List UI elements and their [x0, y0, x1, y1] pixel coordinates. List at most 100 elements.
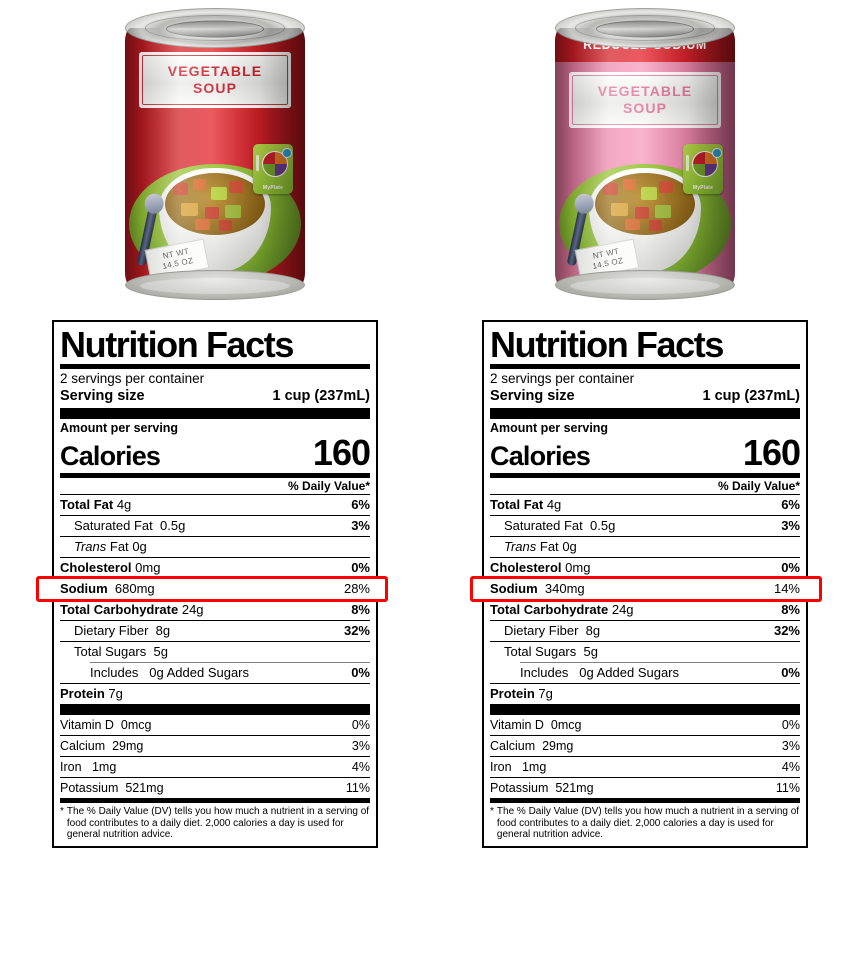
- nutrient-row: Saturated Fat 0.5g 3%: [60, 516, 370, 536]
- footnote-text: The % Daily Value (DV) tells you how muc…: [496, 806, 800, 840]
- sodium-amount: 340mg: [544, 581, 585, 596]
- calories-value: 160: [742, 432, 801, 473]
- nutrient-name: Includes: [520, 665, 569, 680]
- divider: [60, 798, 370, 803]
- divider: [520, 662, 800, 663]
- nutrient-dv: 3%: [781, 518, 800, 533]
- sodium-highlight-box: [36, 576, 388, 602]
- soup-chunk: [219, 220, 232, 231]
- nutrient-amount: 0mg: [135, 560, 161, 575]
- nutrient-dv: 6%: [781, 497, 800, 512]
- product-name-line1: VEGETABLE: [597, 83, 693, 99]
- can-lid-ring: [575, 15, 715, 41]
- vitamin-dv: 0%: [781, 717, 800, 732]
- divider: [60, 683, 370, 684]
- nutrient-row: Trans Fat 0g: [490, 537, 800, 557]
- nutrient-row: Includes 0g Added Sugars 0%: [490, 663, 800, 683]
- divider: [60, 756, 370, 757]
- calories-row: Calories 160: [60, 435, 371, 473]
- nutrient-row: Dietary Fiber 8g 32%: [60, 621, 370, 641]
- serving-size-row: Serving size 1 cup (237mL): [490, 387, 800, 408]
- sodium-dv: 28%: [343, 581, 370, 596]
- vitamin-row: Vitamin D 0mcg 0%: [60, 715, 370, 735]
- vitamin-dv: 4%: [781, 759, 800, 774]
- vitamin-row: Calcium 29mg 3%: [60, 736, 370, 756]
- soup-chunk: [603, 183, 618, 195]
- nutrient-name: Cholesterol: [60, 560, 132, 575]
- divider: [490, 364, 800, 369]
- footnote-star: *: [60, 806, 64, 817]
- serving-size-label: Serving size: [60, 388, 145, 404]
- soup-chunk: [649, 220, 662, 231]
- nutrient-dv: 0%: [351, 665, 370, 680]
- vitamin-name: Calcium: [60, 738, 106, 753]
- nutrient-dv: 32%: [343, 623, 370, 638]
- vitamin-amount: 521mg: [555, 780, 594, 795]
- myplate-quadrant-protein: [705, 164, 717, 176]
- nutrient-amount: 4g: [116, 497, 132, 512]
- daily-value-header: % Daily Value*: [287, 479, 370, 493]
- nutrient-name: Total Fat: [60, 497, 114, 512]
- can-body: REDUCED SODIUM VEGETABLE SOUP: [555, 28, 735, 286]
- nutrient-amount: 0g: [562, 539, 577, 554]
- vitamin-name: Calcium: [490, 738, 536, 753]
- nutrient-amount: 0g Added Sugars: [149, 665, 250, 680]
- nutrient-name: Total Fat: [490, 497, 544, 512]
- myplate-plate-icon: [692, 151, 718, 177]
- product-column-reduced-sodium: REDUCED SODIUM VEGETABLE SOUP: [430, 0, 860, 848]
- product-column-regular: VEGETABLE SOUP: [0, 0, 430, 848]
- nutrient-amount: 0g: [132, 539, 147, 554]
- vitamin-name: Vitamin D: [60, 717, 114, 732]
- nutrient-name-italic: Trans: [504, 539, 537, 554]
- vitamin-amount: 29mg: [542, 738, 574, 753]
- nutrient-amount: 0mg: [565, 560, 591, 575]
- soup-bowl-illustration: NT WT 14.5 OZ MyPl: [125, 136, 305, 286]
- servings-per-container: 2 servings per container: [490, 371, 635, 386]
- soup-chunk: [173, 183, 188, 195]
- nutrient-name: Total Sugars: [504, 644, 577, 659]
- nutrient-row: Total Fat 4g 6%: [60, 495, 370, 515]
- daily-value-footnote: * The % Daily Value (DV) tells you how m…: [60, 803, 370, 841]
- broth-shape: [595, 173, 695, 235]
- soup-can-reduced-sodium: REDUCED SODIUM VEGETABLE SOUP: [555, 8, 735, 300]
- nutrition-facts-title: Nutrition Facts: [60, 324, 294, 365]
- divider: [490, 756, 800, 757]
- nutrient-dv: 6%: [351, 497, 370, 512]
- can-image-reduced-sodium: REDUCED SODIUM VEGETABLE SOUP: [430, 0, 860, 320]
- vitamin-name: Iron: [490, 759, 512, 774]
- nutrient-name: Cholesterol: [490, 560, 562, 575]
- divider: [490, 641, 800, 642]
- soup-chunk: [205, 207, 219, 219]
- soup-chunk: [229, 181, 243, 193]
- nutrient-dv: 0%: [351, 560, 370, 575]
- nutrient-amount: 24g: [181, 602, 204, 617]
- nutrient-row: Total Carbohydrate 24g 8%: [60, 600, 370, 620]
- nutrient-name: Fat: [109, 539, 129, 554]
- divider: [490, 620, 800, 621]
- nutrient-name: Saturated Fat: [74, 518, 153, 533]
- nutrient-amount: 0.5g: [160, 518, 186, 533]
- nutrient-amount: 8g: [585, 623, 601, 638]
- daily-value-footnote: * The % Daily Value (DV) tells you how m…: [490, 803, 800, 841]
- nutrient-dv: 3%: [351, 518, 370, 533]
- divider: [60, 408, 370, 419]
- broth-shape: [165, 173, 265, 235]
- myplate-quadrant-fruits: [263, 152, 275, 164]
- can-base-highlight: [570, 278, 720, 294]
- vitamin-amount: 1mg: [521, 759, 547, 774]
- divider: [60, 364, 370, 369]
- nutrition-label-wrap-reduced-sodium: Nutrition Facts 2 servings per container…: [430, 320, 860, 848]
- nutrient-list-top: Total Fat 4g 6% Saturated Fat 0.5g 3% Tr…: [490, 495, 800, 578]
- divider: [60, 735, 370, 736]
- vitamin-row: Vitamin D 0mcg 0%: [490, 715, 800, 735]
- nutrient-name: Total Carbohydrate: [60, 602, 179, 617]
- soup-chunk: [195, 219, 210, 230]
- divider: [490, 494, 800, 495]
- nutrient-amount: 5g: [153, 644, 168, 659]
- vitamin-row: Potassium 521mg 11%: [490, 778, 800, 798]
- bowl-shape: [589, 168, 701, 272]
- footnote-text: The % Daily Value (DV) tells you how muc…: [66, 806, 370, 840]
- product-name-plaque: VEGETABLE SOUP: [139, 52, 291, 108]
- myplate-quadrant-vegetables: [693, 164, 705, 176]
- sodium-label: Sodium: [60, 581, 108, 596]
